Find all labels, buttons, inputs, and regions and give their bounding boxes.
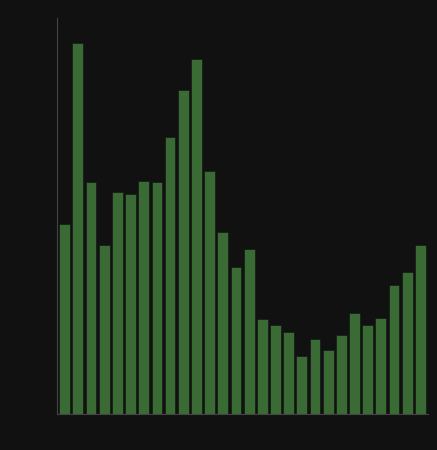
Bar [86, 182, 97, 414]
Bar [152, 182, 162, 414]
Bar [296, 356, 307, 414]
Bar [139, 181, 149, 414]
Bar [349, 313, 360, 414]
Bar [99, 245, 110, 414]
Bar [270, 324, 281, 414]
Bar [165, 137, 176, 414]
Bar [375, 318, 386, 414]
Bar [257, 319, 268, 414]
Bar [415, 245, 426, 414]
Bar [336, 335, 347, 414]
Bar [283, 332, 294, 414]
Bar [217, 231, 228, 414]
Bar [362, 325, 373, 414]
Bar [402, 272, 413, 414]
Bar [204, 171, 215, 414]
Bar [73, 43, 83, 414]
Bar [388, 284, 399, 414]
Bar [309, 339, 320, 414]
Bar [178, 90, 189, 414]
Bar [112, 192, 123, 414]
Bar [125, 194, 136, 414]
Bar [59, 224, 70, 414]
Bar [244, 249, 254, 414]
Bar [191, 59, 202, 414]
Bar [231, 267, 241, 414]
Bar [323, 350, 333, 414]
